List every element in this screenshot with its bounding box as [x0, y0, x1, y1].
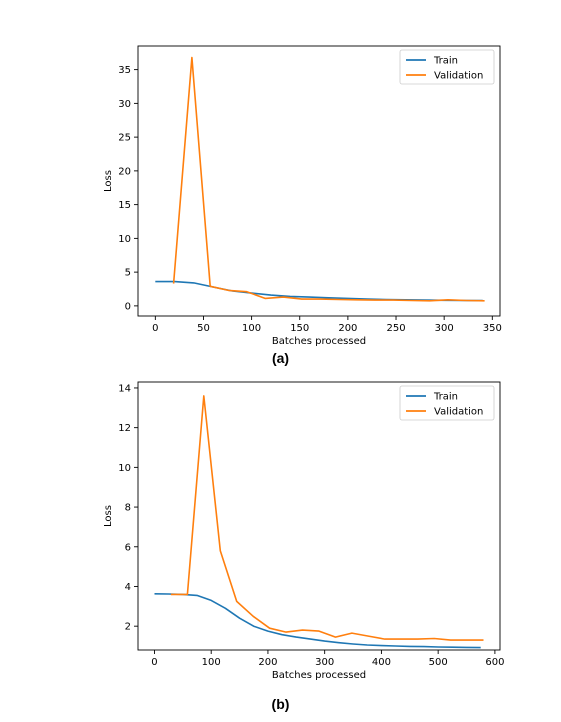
x-tick-label: 600	[485, 657, 504, 668]
y-tick-label: 20	[118, 166, 131, 177]
plot-frame	[137, 45, 501, 317]
series-line-validation	[170, 395, 484, 641]
caption-a: (a)	[271, 350, 290, 366]
y-tick-label: 4	[125, 582, 131, 593]
y-tick-label: 0	[125, 301, 131, 312]
y-tick-label: 6	[125, 542, 131, 553]
x-tick-label: 300	[315, 657, 334, 668]
x-axis-label: Batches processed	[272, 336, 366, 347]
x-tick-label: 100	[202, 657, 221, 668]
legend-label-train: Train	[433, 56, 458, 67]
caption-b: (b)	[271, 696, 290, 712]
chart-a: 0 50 100 150 200 250 300 350 0 5 10 15 20 25 30 35 Batch…	[103, 45, 502, 347]
x-tick-label: 300	[435, 323, 454, 334]
y-tick-label: 12	[118, 423, 131, 434]
x-tick-label: 150	[290, 323, 309, 334]
y-tick-label: 5	[125, 268, 131, 279]
x-tick-label: 500	[429, 657, 448, 668]
y-axis-label: Loss	[103, 505, 114, 527]
x-tick-label: 200	[258, 657, 277, 668]
x-tick-label: 400	[372, 657, 391, 668]
x-tick-label: 0	[152, 323, 158, 334]
series-line-validation	[172, 56, 485, 302]
chart-b: 0 100 200 300 400 500 600 2 4 6 8 10 12 14 Batches pro…	[103, 381, 504, 681]
x-tick-label: 250	[386, 323, 405, 334]
x-tick-label: 0	[151, 657, 157, 668]
x-tick-label: 100	[242, 323, 261, 334]
x-tick-label: 350	[483, 323, 502, 334]
y-tick-label: 15	[118, 200, 131, 211]
y-axis-label: Loss	[103, 170, 114, 192]
plot-frame	[137, 381, 501, 651]
y-tick-label: 10	[118, 463, 131, 474]
series-line-train	[155, 280, 483, 302]
y-tick-label: 35	[118, 65, 131, 76]
x-tick-label: 200	[338, 323, 357, 334]
y-tick-label: 2	[125, 622, 131, 633]
legend-label-validation: Validation	[434, 71, 483, 82]
y-tick-label: 30	[118, 99, 131, 110]
y-tick-label: 14	[118, 383, 131, 394]
series-line-train	[154, 593, 481, 649]
y-tick-label: 25	[118, 133, 131, 144]
x-axis-label: Batches processed	[272, 670, 366, 681]
legend-label-validation: Validation	[434, 407, 483, 418]
y-tick-label: 8	[125, 503, 131, 514]
y-tick-label: 10	[118, 234, 131, 245]
legend-label-train: Train	[433, 392, 458, 403]
x-tick-label: 50	[197, 323, 210, 334]
